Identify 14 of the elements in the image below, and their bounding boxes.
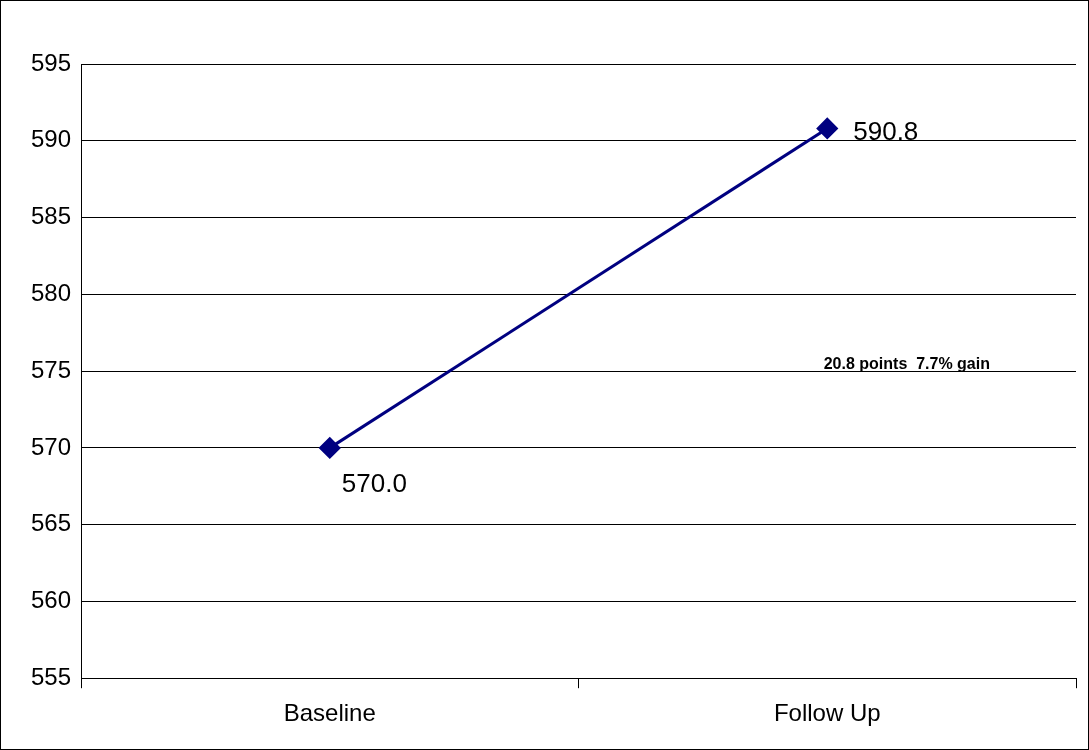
annotation: 20.8 points 7.7% gain bbox=[823, 355, 990, 373]
y-tick-label: 590 bbox=[31, 125, 72, 153]
data-label: 570.0 bbox=[341, 468, 407, 499]
y-tick-label: 555 bbox=[31, 662, 72, 690]
y-tick-label: 560 bbox=[31, 586, 72, 614]
y-tick-label: 585 bbox=[31, 202, 72, 230]
data-label: 590.8 bbox=[853, 115, 919, 146]
x-tick-label: Follow Up bbox=[773, 699, 881, 727]
y-tick-label: 570 bbox=[31, 432, 72, 460]
y-tick-label: 580 bbox=[31, 278, 72, 306]
y-tick-label: 595 bbox=[31, 48, 72, 76]
y-tick-label: 565 bbox=[31, 509, 72, 537]
x-tick-label: Baseline bbox=[283, 699, 376, 727]
y-tick-label: 575 bbox=[31, 355, 72, 383]
